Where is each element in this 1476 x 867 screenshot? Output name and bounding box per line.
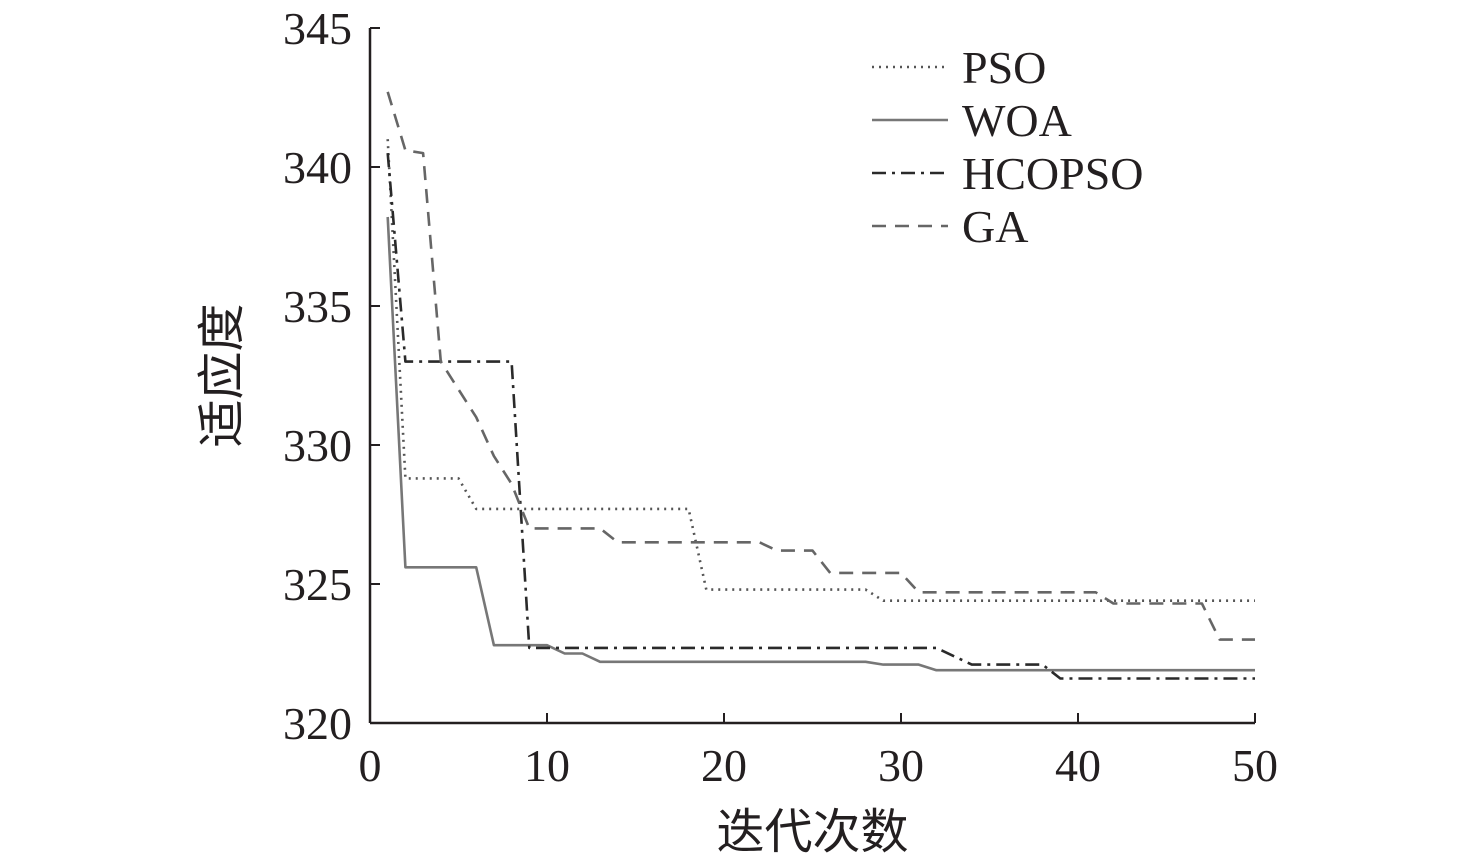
x-axis-title: 迭代次数 bbox=[716, 806, 908, 859]
x-tick-label: 50 bbox=[1232, 740, 1278, 791]
axes: 0 10 20 30 40 50 320 325 330 335 340 345 bbox=[283, 3, 1278, 791]
y-tick-label: 330 bbox=[283, 420, 352, 471]
y-axis-title: 适应度 bbox=[196, 303, 249, 447]
x-tick-label: 40 bbox=[1055, 740, 1101, 791]
y-tick-label: 345 bbox=[283, 3, 352, 54]
legend-label-hcopso: HCOPSO bbox=[962, 148, 1144, 199]
y-ticks: 320 325 330 335 340 345 bbox=[283, 3, 380, 749]
x-tick-label: 10 bbox=[524, 740, 570, 791]
x-tick-label: 0 bbox=[359, 740, 382, 791]
x-tick-label: 30 bbox=[878, 740, 924, 791]
x-tick-label: 20 bbox=[701, 740, 747, 791]
legend-label-woa: WOA bbox=[962, 95, 1072, 146]
legend-label-pso: PSO bbox=[962, 42, 1046, 93]
y-tick-label: 340 bbox=[283, 142, 352, 193]
y-tick-label: 325 bbox=[283, 559, 352, 610]
series-line-hcopso bbox=[386, 152, 1255, 680]
x-ticks: 0 10 20 30 40 50 bbox=[359, 713, 1278, 791]
y-tick-label: 335 bbox=[283, 281, 352, 332]
series-line-pso bbox=[386, 139, 1255, 603]
y-tick-label: 320 bbox=[283, 698, 352, 749]
plot-area bbox=[386, 91, 1255, 680]
legend-label-ga: GA bbox=[962, 201, 1028, 252]
series-line-woa bbox=[386, 216, 1255, 672]
series-line-ga bbox=[386, 91, 1255, 641]
